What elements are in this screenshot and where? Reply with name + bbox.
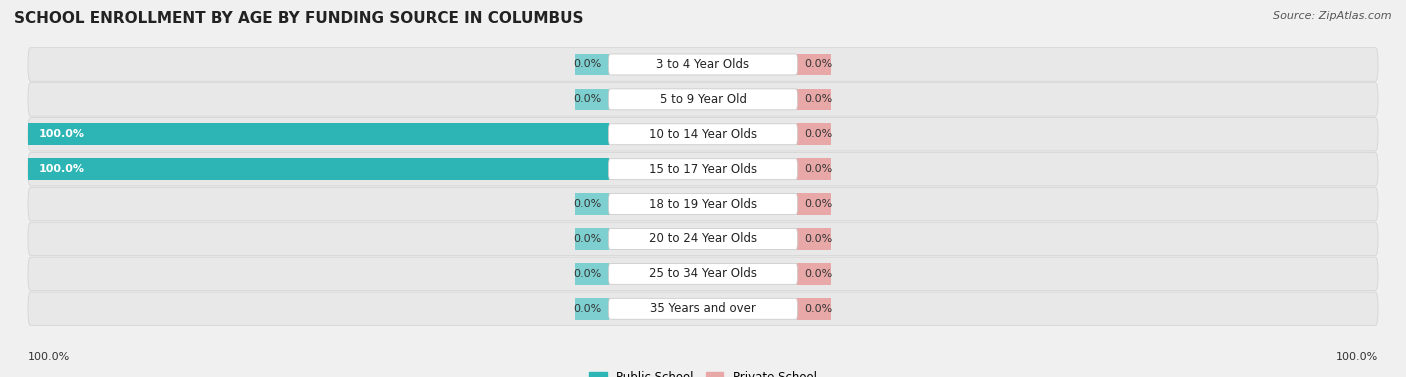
Bar (575, 228, 609, 250)
FancyBboxPatch shape (28, 222, 1378, 256)
Text: 0.0%: 0.0% (804, 269, 832, 279)
Text: 0.0%: 0.0% (574, 304, 602, 314)
Text: 100.0%: 100.0% (38, 129, 84, 139)
FancyBboxPatch shape (28, 257, 1378, 291)
Text: 100.0%: 100.0% (1336, 352, 1378, 362)
Bar (28, 158, 609, 180)
FancyBboxPatch shape (609, 298, 797, 319)
Bar (797, 123, 831, 145)
Bar (575, 263, 609, 285)
Text: Source: ZipAtlas.com: Source: ZipAtlas.com (1274, 11, 1392, 21)
FancyBboxPatch shape (609, 264, 797, 284)
Text: 0.0%: 0.0% (804, 304, 832, 314)
Text: 0.0%: 0.0% (804, 129, 832, 139)
Legend: Public School, Private School: Public School, Private School (589, 371, 817, 377)
Bar (797, 298, 831, 320)
Bar (28, 123, 609, 145)
Text: 15 to 17 Year Olds: 15 to 17 Year Olds (650, 162, 756, 176)
Text: 0.0%: 0.0% (804, 234, 832, 244)
Text: 20 to 24 Year Olds: 20 to 24 Year Olds (650, 233, 756, 245)
FancyBboxPatch shape (609, 54, 797, 75)
Text: 10 to 14 Year Olds: 10 to 14 Year Olds (650, 128, 756, 141)
Bar (575, 54, 609, 75)
Text: 35 Years and over: 35 Years and over (650, 302, 756, 315)
Bar (797, 54, 831, 75)
FancyBboxPatch shape (28, 118, 1378, 151)
Text: 0.0%: 0.0% (804, 60, 832, 69)
Bar (575, 193, 609, 215)
FancyBboxPatch shape (609, 89, 797, 110)
Text: 0.0%: 0.0% (804, 94, 832, 104)
Bar (797, 158, 831, 180)
Bar (797, 263, 831, 285)
FancyBboxPatch shape (28, 187, 1378, 221)
FancyBboxPatch shape (609, 159, 797, 179)
Text: 100.0%: 100.0% (28, 352, 70, 362)
Text: 0.0%: 0.0% (804, 199, 832, 209)
Text: 3 to 4 Year Olds: 3 to 4 Year Olds (657, 58, 749, 71)
Text: 0.0%: 0.0% (574, 60, 602, 69)
Text: SCHOOL ENROLLMENT BY AGE BY FUNDING SOURCE IN COLUMBUS: SCHOOL ENROLLMENT BY AGE BY FUNDING SOUR… (14, 11, 583, 26)
Text: 0.0%: 0.0% (574, 269, 602, 279)
Text: 5 to 9 Year Old: 5 to 9 Year Old (659, 93, 747, 106)
Bar (575, 298, 609, 320)
FancyBboxPatch shape (28, 292, 1378, 326)
FancyBboxPatch shape (609, 228, 797, 250)
Bar (797, 228, 831, 250)
Bar (797, 89, 831, 110)
FancyBboxPatch shape (609, 194, 797, 215)
Bar (797, 193, 831, 215)
FancyBboxPatch shape (28, 48, 1378, 81)
FancyBboxPatch shape (609, 124, 797, 145)
Text: 0.0%: 0.0% (574, 234, 602, 244)
Text: 0.0%: 0.0% (574, 94, 602, 104)
Text: 25 to 34 Year Olds: 25 to 34 Year Olds (650, 267, 756, 280)
Bar (575, 89, 609, 110)
FancyBboxPatch shape (28, 83, 1378, 116)
Text: 0.0%: 0.0% (804, 164, 832, 174)
FancyBboxPatch shape (28, 152, 1378, 186)
Text: 100.0%: 100.0% (38, 164, 84, 174)
Text: 0.0%: 0.0% (574, 199, 602, 209)
Text: 18 to 19 Year Olds: 18 to 19 Year Olds (650, 198, 756, 211)
